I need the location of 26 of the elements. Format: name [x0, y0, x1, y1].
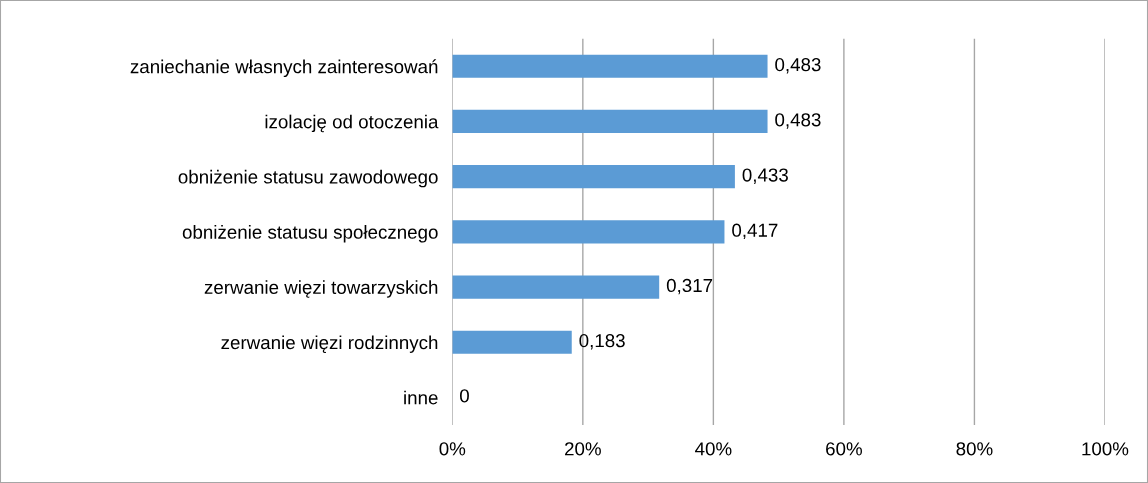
- data-label: 0,183: [579, 334, 625, 350]
- y-tick-label: inne: [404, 390, 438, 405]
- x-tick-label: 40%: [695, 442, 732, 456]
- y-tick-label: obniżenie statusu społecznego: [182, 225, 438, 243]
- bar: [452, 165, 735, 189]
- bar: [452, 330, 572, 354]
- x-tick-label: 80%: [956, 442, 993, 456]
- x-tick-label: 0%: [439, 442, 466, 456]
- y-tick-label: obniżenie statusu zawodowego: [178, 169, 438, 188]
- bar: [452, 109, 768, 134]
- y-tick-label: zaniechanie własnych zainteresowań: [130, 59, 438, 78]
- bar: [452, 54, 768, 78]
- bar: [452, 275, 660, 299]
- y-tick-label: zerwanie więzi rodzinnych: [221, 335, 438, 353]
- x-tick-label: 100%: [1082, 442, 1129, 456]
- data-label: 0,483: [775, 58, 821, 74]
- bar: [452, 220, 725, 244]
- y-tick-label: zerwanie więzi towarzyskich: [204, 280, 438, 298]
- x-tick-label: 20%: [565, 442, 601, 456]
- x-tick-label: 60%: [826, 442, 862, 456]
- data-label: 0: [459, 389, 469, 403]
- data-label: 0,483: [775, 113, 821, 129]
- data-label: 0,433: [742, 168, 788, 184]
- data-label: 0,417: [732, 223, 778, 240]
- data-label: 0,317: [666, 278, 713, 295]
- y-tick-label: izolację od otoczenia: [265, 114, 439, 133]
